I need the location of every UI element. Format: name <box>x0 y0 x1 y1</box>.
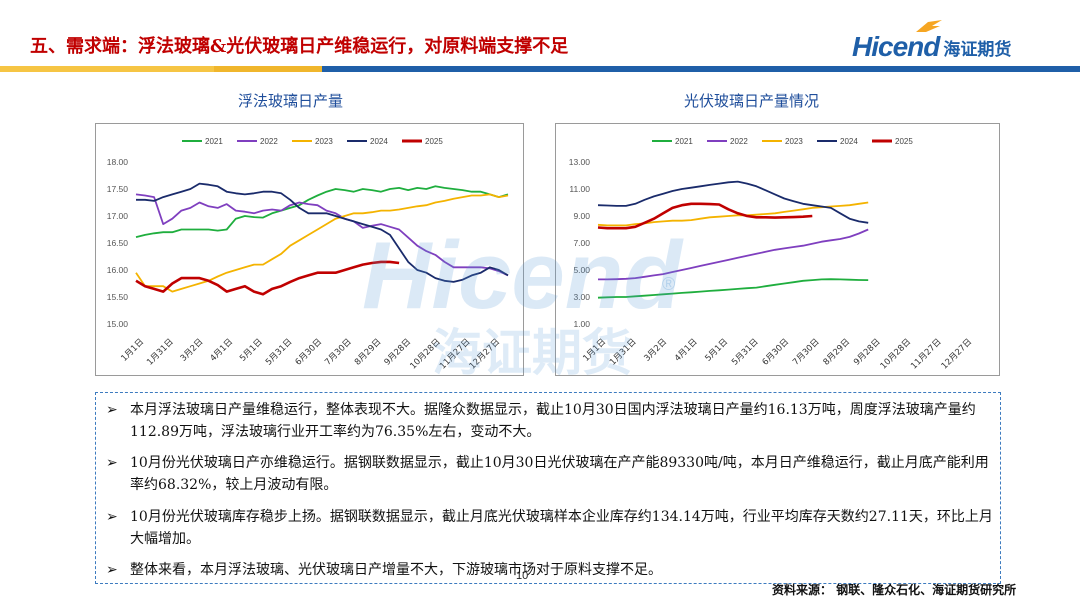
x-tick-label: 11月27日 <box>438 337 472 371</box>
y-tick-label: 16.50 <box>107 238 129 248</box>
chart-title-pv: 光伏玻璃日产量情况 <box>684 92 820 110</box>
chart-pv-glass: 2021 2022 2023 2024 2025 13.00 11.00 9.00 7.00 5.… <box>555 123 1000 376</box>
x-tick-label: 10月28日 <box>879 337 913 371</box>
bullet-2: ➢ 10月份光伏玻璃日产亦维稳运行。据钢联数据显示，截止10月30日光伏玻璃在产… <box>106 452 996 496</box>
source-note: 资料来源： 钢联、隆众石化、海证期货研究所 <box>772 583 1017 597</box>
x-tick-label: 8月29日 <box>353 337 384 368</box>
header-bar-blue <box>322 66 1080 72</box>
bullet-4: ➢ 整体来看，本月浮法玻璃、光伏玻璃日产增量不大，下游玻璃市场对于原料支撑不足。 <box>106 559 996 581</box>
header-bar-yellow-left <box>0 66 322 72</box>
x-tick-label: 9月28日 <box>852 337 883 368</box>
x-tick-label: 3月2日 <box>642 337 669 364</box>
y-tick-label: 13.00 <box>569 157 591 167</box>
bullet-3: ➢ 10月份光伏玻璃库存稳步上扬。据钢联数据显示，截止月底光伏玻璃样本企业库存约… <box>106 506 996 550</box>
chart-pv-svg: 2021 2022 2023 2024 2025 13.00 11.00 9.00 7.00 5.… <box>569 137 974 371</box>
company-logo: Hicend 海证期货 <box>852 20 1012 64</box>
legend-label: 2022 <box>730 137 748 146</box>
x-tick-label: 5月31日 <box>730 337 761 368</box>
x-tick-label: 3月2日 <box>179 337 206 364</box>
series-line-2021 <box>135 185 509 238</box>
bullet-text: 10月份光伏玻璃日产亦维稳运行。据钢联数据显示，截止10月30日光伏玻璃在产产能… <box>130 455 989 493</box>
x-tick-label: 7月30日 <box>791 337 822 368</box>
x-tick-label: 5月1日 <box>238 337 265 364</box>
series-line-2023 <box>135 193 509 293</box>
series-line-2025 <box>597 202 813 230</box>
x-tick-label: 10月28日 <box>408 337 442 371</box>
x-tick-label: 4月1日 <box>673 337 700 364</box>
analysis-textbox: ➢ 本月浮法玻璃日产量维稳运行，整体表现不大。据隆众数据显示，截止10月30日国… <box>95 392 1001 584</box>
x-tick-label: 12月27日 <box>468 337 502 371</box>
series-line-2024 <box>136 182 509 283</box>
x-tick-label: 7月30日 <box>323 337 354 368</box>
series-line-2024 <box>597 180 869 224</box>
bullet-arrow-icon: ➢ <box>106 455 118 471</box>
bullet-1: ➢ 本月浮法玻璃日产量维稳运行，整体表现不大。据隆众数据显示，截止10月30日国… <box>106 399 996 443</box>
legend-label: 2025 <box>895 137 913 146</box>
y-tick-label: 5.00 <box>573 265 590 275</box>
series-line-2022 <box>135 193 509 277</box>
y-tick-label: 15.50 <box>107 292 129 302</box>
y-tick-label: 15.00 <box>107 319 129 329</box>
legend-label: 2023 <box>785 137 803 146</box>
x-tick-label: 11月27日 <box>909 337 943 371</box>
x-tick-label: 12月27日 <box>940 337 974 371</box>
chart-title-float: 浮法玻璃日产量 <box>238 92 344 110</box>
x-tick-label: 5月1日 <box>703 337 730 364</box>
series-line-2022 <box>598 228 869 281</box>
legend-label: 2021 <box>675 137 693 146</box>
legend-label: 2023 <box>315 137 333 146</box>
logo-brand: Hicend <box>852 31 940 62</box>
bullet-arrow-icon: ➢ <box>106 509 118 525</box>
bullet-text: 本月浮法玻璃日产量维稳运行，整体表现不大。据隆众数据显示，截止10月30日国内浮… <box>130 402 976 440</box>
y-tick-label: 18.00 <box>107 157 129 167</box>
legend-label: 2022 <box>260 137 278 146</box>
page-number: 10 <box>516 570 529 582</box>
header-bar-yellow-right <box>214 66 322 72</box>
bullet-arrow-icon: ➢ <box>106 562 118 578</box>
chart-float-svg: 2021 2022 2023 2024 2025 18.00 17.50 17.00 16.50… <box>107 137 509 371</box>
x-tick-label: 6月30日 <box>761 337 792 368</box>
y-tick-label: 16.00 <box>107 265 129 275</box>
legend-label: 2021 <box>205 137 223 146</box>
x-tick-label: 5月31日 <box>264 337 295 368</box>
logo-subtitle: 海证期货 <box>943 39 1012 60</box>
y-tick-label: 1.00 <box>573 319 590 329</box>
series-line-2021 <box>597 278 869 299</box>
x-tick-label: 1月1日 <box>581 337 608 364</box>
y-tick-label: 7.00 <box>573 238 590 248</box>
series-line-2023 <box>597 201 869 227</box>
y-tick-label: 11.00 <box>569 184 590 194</box>
page-title: 五、需求端：浮法玻璃&光伏玻璃日产维稳运行，对原料端支撑不足 <box>30 36 569 57</box>
x-tick-label: 6月30日 <box>294 337 325 368</box>
series-line-2025 <box>135 260 400 296</box>
legend-label: 2024 <box>370 137 388 146</box>
x-tick-label: 4月1日 <box>208 337 235 364</box>
y-tick-label: 17.00 <box>107 211 129 221</box>
logo-bird-icon <box>916 20 942 32</box>
y-tick-label: 3.00 <box>573 292 590 302</box>
bullet-text: 整体来看，本月浮法玻璃、光伏玻璃日产增量不大，下游玻璃市场对于原料支撑不足。 <box>130 562 662 578</box>
x-tick-label: 8月29日 <box>822 337 853 368</box>
legend-label: 2024 <box>840 137 858 146</box>
y-tick-label: 9.00 <box>573 211 590 221</box>
legend-label: 2025 <box>425 137 443 146</box>
chart-float-glass: 2021 2022 2023 2024 2025 18.00 17.50 17.00 16.50… <box>95 123 524 376</box>
x-tick-label: 1月1日 <box>119 337 146 364</box>
x-tick-label: 1月31日 <box>145 337 176 368</box>
x-tick-label: 1月31日 <box>608 337 639 368</box>
bullet-arrow-icon: ➢ <box>106 402 118 418</box>
bullet-text: 10月份光伏玻璃库存稳步上扬。据钢联数据显示，截止月底光伏玻璃样本企业库存约13… <box>130 509 993 547</box>
y-tick-label: 17.50 <box>107 184 129 194</box>
